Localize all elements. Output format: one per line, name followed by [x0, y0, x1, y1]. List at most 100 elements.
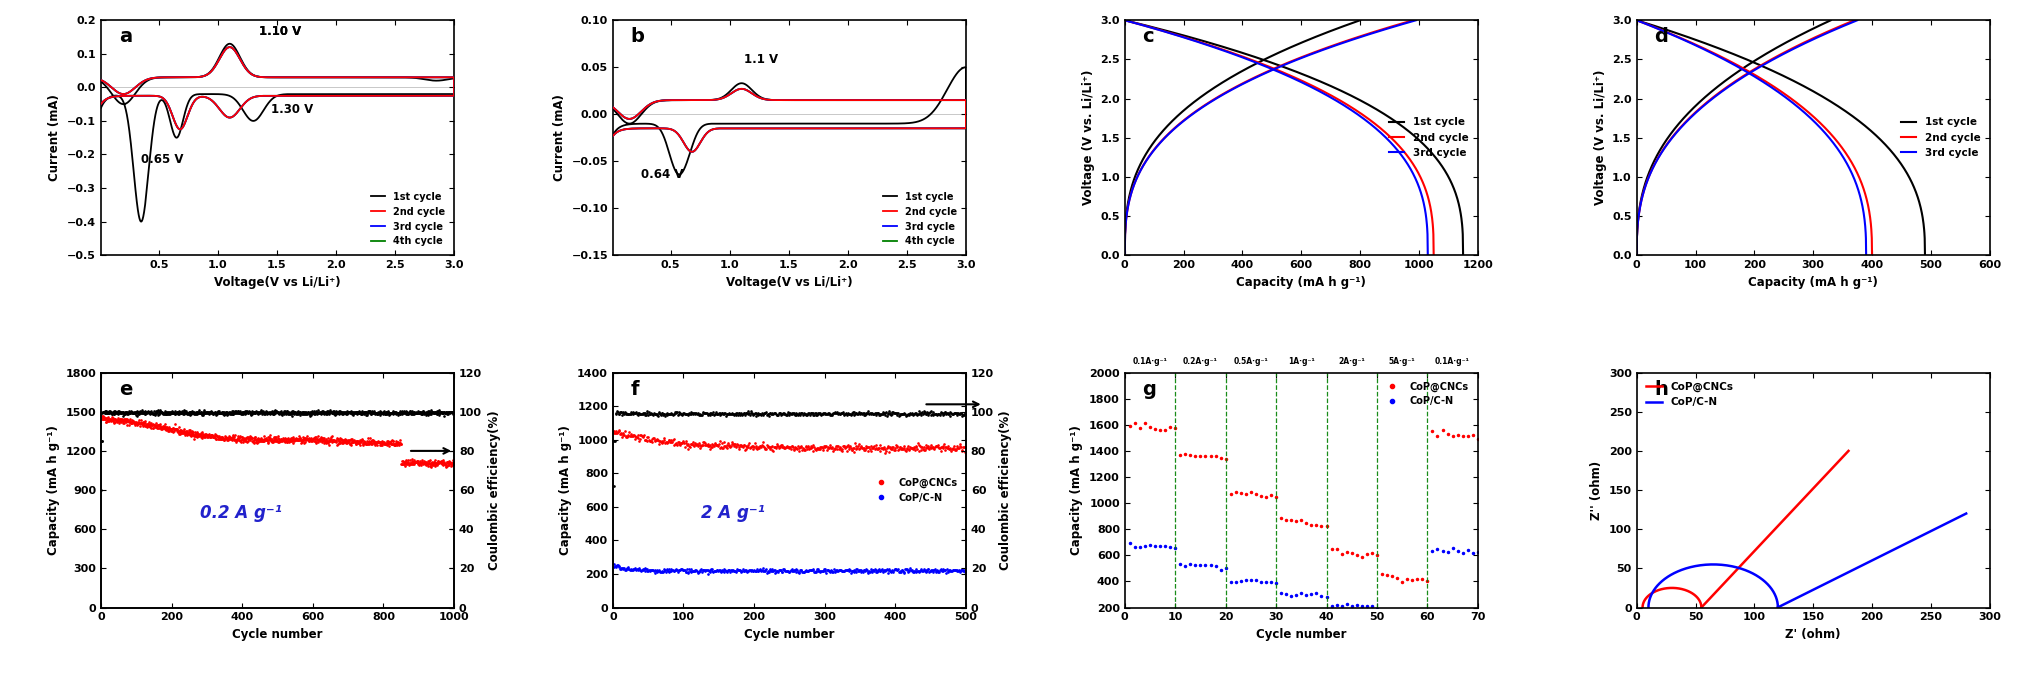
- 2nd cycle: [218, 43, 242, 51]
- CoP/C-N: [1416, 608, 1440, 616]
- CoP@CNCs: [1204, 452, 1228, 460]
- CoP/C-N: [1636, 603, 1660, 612]
- Text: 1.1 V: 1.1 V: [743, 53, 778, 66]
- 3rd cycle: [729, 85, 753, 93]
- Text: c: c: [1143, 27, 1153, 47]
- 3rd cycle: [1854, 251, 1879, 259]
- 3rd cycle: [1624, 16, 1648, 24]
- 2nd cycle: [1808, 119, 1832, 127]
- 2nd cycle: [1860, 251, 1885, 259]
- 1st cycle: [261, 74, 285, 82]
- Line: 1st cycle: 1st cycle: [1636, 20, 1925, 255]
- CoP@CNCs: [1660, 584, 1685, 592]
- Line: CoP/C-N: CoP/C-N: [612, 563, 968, 575]
- X-axis label: Voltage(V vs Li/Li⁺): Voltage(V vs Li/Li⁺): [725, 275, 852, 289]
- 3rd cycle: [89, 76, 113, 84]
- CoP@CNCs: [772, 443, 796, 451]
- 1st cycle: [1854, 123, 1879, 131]
- Line: 3rd cycle: 3rd cycle: [1636, 20, 1866, 255]
- CoP@CNCs: [1630, 603, 1654, 612]
- CoP/C-N: [697, 570, 721, 578]
- 2nd cycle: [606, 128, 630, 136]
- 1st cycle: [406, 74, 430, 82]
- 3rd cycle: [1782, 100, 1806, 108]
- CoP/C-N: [1636, 603, 1660, 612]
- 1st cycle: [768, 96, 792, 104]
- 1st cycle: [953, 63, 978, 72]
- 1st cycle: [1262, 59, 1287, 68]
- Y-axis label: Coulombic efficiency(%): Coulombic efficiency(%): [1000, 410, 1012, 570]
- 3rd cycle: [257, 73, 281, 81]
- X-axis label: Capacity (mA h g⁻¹): Capacity (mA h g⁻¹): [1236, 275, 1366, 289]
- 2nd cycle: [1248, 59, 1273, 68]
- 4th cycle: [261, 74, 285, 82]
- Y-axis label: Z'' (ohm): Z'' (ohm): [1590, 460, 1604, 520]
- 2nd cycle: [168, 126, 192, 134]
- CoP@CNCs: [1168, 452, 1192, 460]
- 3rd cycle: [1416, 251, 1440, 259]
- 1st cycle: [356, 74, 380, 82]
- Y-axis label: Capacity (mA h g⁻¹): Capacity (mA h g⁻¹): [560, 425, 572, 555]
- CoP@CNCs: [1630, 603, 1654, 612]
- 3rd cycle: [766, 96, 790, 104]
- CoP/C-N: [1701, 560, 1725, 568]
- 2nd cycle: [89, 100, 113, 108]
- CoP@CNCs: [947, 444, 972, 452]
- 1st cycle: [606, 124, 630, 132]
- CoP/C-N: [1636, 603, 1660, 611]
- CoP/C-N: [1309, 592, 1333, 600]
- 2nd cycle: [600, 132, 624, 140]
- CoP@CNCs: [1467, 435, 1491, 443]
- CoP@CNCs: [1228, 489, 1252, 497]
- 2nd cycle: [1353, 113, 1378, 121]
- 3rd cycle: [867, 96, 891, 104]
- CoP/C-N: [1164, 545, 1188, 553]
- Legend: 1st cycle, 2nd cycle, 3rd cycle, 4th cycle: 1st cycle, 2nd cycle, 3rd cycle, 4th cyc…: [368, 188, 448, 250]
- CoP/C-N: [1765, 596, 1790, 604]
- CoP@CNCs: [1689, 603, 1713, 612]
- Text: a: a: [119, 27, 131, 47]
- 1st cycle: [89, 104, 113, 112]
- Y-axis label: Current (mA): Current (mA): [553, 95, 566, 181]
- 2nd cycle: [252, 73, 277, 81]
- CoP@CNCs: [770, 441, 794, 449]
- Legend: 1st cycle, 2nd cycle, 3rd cycle: 1st cycle, 2nd cycle, 3rd cycle: [1897, 113, 1984, 162]
- X-axis label: Cycle number: Cycle number: [232, 628, 323, 641]
- 3rd cycle: [1349, 113, 1374, 121]
- 4th cycle: [89, 100, 113, 108]
- 4th cycle: [257, 73, 281, 81]
- 2nd cycle: [1359, 117, 1384, 125]
- Line: CoP/C-N: CoP/C-N: [1127, 541, 1481, 616]
- 3rd cycle: [1246, 59, 1271, 68]
- CoP/C-N: [1763, 593, 1788, 601]
- 1st cycle: [867, 96, 891, 104]
- X-axis label: Cycle number: Cycle number: [1256, 628, 1347, 641]
- 2nd cycle: [1113, 16, 1137, 24]
- CoP/C-N: [891, 568, 915, 576]
- 2nd cycle: [1812, 123, 1836, 131]
- 1st cycle: [1624, 16, 1648, 24]
- CoP@CNCs: [1689, 600, 1713, 608]
- 2nd cycle: [261, 74, 285, 82]
- Legend: 1st cycle, 2nd cycle, 3rd cycle: 1st cycle, 2nd cycle, 3rd cycle: [1384, 113, 1473, 162]
- Text: 0.5A·g⁻¹: 0.5A·g⁻¹: [1234, 357, 1269, 366]
- Line: 2nd cycle: 2nd cycle: [612, 89, 966, 152]
- Text: 0.2A·g⁻¹: 0.2A·g⁻¹: [1184, 357, 1218, 366]
- 1st cycle: [1450, 251, 1475, 259]
- 4th cycle: [770, 96, 794, 104]
- CoP/C-N: [1400, 610, 1424, 618]
- 2nd cycle: [766, 96, 790, 104]
- Legend: CoP@CNCs, CoP/C-N: CoP@CNCs, CoP/C-N: [1380, 377, 1473, 410]
- CoP@CNCs: [1123, 419, 1147, 427]
- 1st cycle: [600, 105, 624, 113]
- CoP@CNCs: [1630, 603, 1654, 612]
- 3rd cycle: [89, 100, 113, 108]
- CoP@CNCs: [1315, 522, 1339, 531]
- 3rd cycle: [1113, 16, 1137, 24]
- Legend: CoP@CNCs, CoP/C-N: CoP@CNCs, CoP/C-N: [867, 474, 962, 506]
- Text: 0.1A·g⁻¹: 0.1A·g⁻¹: [1434, 357, 1471, 366]
- 2nd cycle: [600, 103, 624, 111]
- 1st cycle: [917, 96, 941, 104]
- CoP/C-N: [772, 564, 796, 572]
- Line: CoP/C-N: CoP/C-N: [1648, 564, 1778, 608]
